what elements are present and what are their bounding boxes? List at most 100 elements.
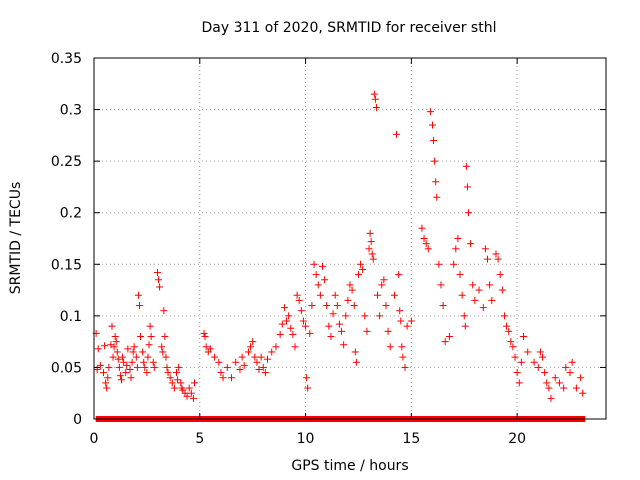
data-point bbox=[249, 338, 257, 346]
data-point bbox=[407, 317, 415, 325]
data-point bbox=[461, 322, 469, 330]
data-point bbox=[445, 332, 453, 340]
data-point bbox=[100, 369, 108, 377]
data-point bbox=[365, 245, 373, 253]
data-point bbox=[314, 281, 322, 289]
data-point bbox=[579, 389, 587, 397]
data-point bbox=[398, 343, 406, 351]
data-point bbox=[517, 358, 525, 366]
data-point bbox=[133, 363, 141, 371]
data-point bbox=[318, 262, 326, 270]
data-point bbox=[340, 341, 348, 349]
data-point bbox=[437, 281, 445, 289]
data-point bbox=[374, 291, 382, 299]
data-point bbox=[103, 384, 111, 392]
data-point bbox=[372, 104, 380, 112]
data-point bbox=[338, 327, 346, 335]
y-axis-label: SRMTID / TECUs bbox=[8, 182, 24, 295]
data-point bbox=[369, 255, 377, 263]
data-point bbox=[424, 245, 432, 253]
data-point bbox=[431, 157, 439, 165]
data-point bbox=[397, 317, 405, 325]
data-point bbox=[524, 348, 532, 356]
data-point bbox=[475, 286, 483, 294]
data-point bbox=[551, 374, 559, 382]
data-point bbox=[159, 348, 167, 356]
data-point bbox=[534, 363, 542, 371]
data-point bbox=[505, 327, 513, 335]
data-point bbox=[156, 283, 164, 291]
data-point bbox=[295, 296, 303, 304]
data-point bbox=[174, 376, 182, 384]
data-point bbox=[560, 384, 568, 392]
data-point bbox=[236, 365, 244, 373]
data-point bbox=[530, 358, 538, 366]
data-point bbox=[367, 238, 375, 246]
data-point bbox=[310, 260, 318, 268]
data-point bbox=[432, 178, 440, 186]
data-point bbox=[577, 374, 585, 382]
data-point bbox=[312, 271, 320, 279]
data-point bbox=[462, 162, 470, 170]
data-point bbox=[568, 358, 576, 366]
data-point bbox=[109, 353, 117, 361]
data-point bbox=[140, 358, 148, 366]
data-point bbox=[291, 343, 299, 351]
data-point bbox=[541, 369, 549, 377]
data-point bbox=[371, 95, 379, 103]
data-point bbox=[232, 358, 240, 366]
data-point bbox=[515, 379, 523, 387]
data-point bbox=[498, 286, 506, 294]
data-point bbox=[259, 363, 267, 371]
data-point bbox=[467, 240, 475, 248]
data-point bbox=[164, 369, 172, 377]
data-point bbox=[331, 291, 339, 299]
data-point bbox=[299, 317, 307, 325]
data-point bbox=[134, 291, 142, 299]
data-point bbox=[285, 312, 293, 320]
y-tick-label: 0.25 bbox=[51, 154, 82, 170]
data-point bbox=[96, 361, 104, 369]
data-point bbox=[143, 369, 151, 377]
data-point bbox=[471, 296, 479, 304]
data-point bbox=[263, 355, 271, 363]
data-point bbox=[401, 363, 409, 371]
data-point bbox=[426, 108, 434, 116]
data-point bbox=[201, 332, 209, 340]
data-point bbox=[346, 281, 354, 289]
data-point bbox=[173, 369, 181, 377]
data-point bbox=[370, 90, 378, 98]
data-point bbox=[211, 353, 219, 361]
data-point bbox=[175, 363, 183, 371]
data-point bbox=[308, 302, 316, 310]
plot-frame bbox=[93, 57, 607, 420]
data-point bbox=[122, 369, 130, 377]
x-tick-label: 20 bbox=[508, 431, 526, 447]
data-point bbox=[112, 338, 120, 346]
data-point bbox=[454, 235, 462, 242]
data-point bbox=[108, 322, 116, 330]
data-point bbox=[463, 183, 471, 191]
data-point bbox=[244, 348, 252, 356]
data-point bbox=[257, 353, 265, 361]
data-point bbox=[500, 312, 508, 320]
x-tick-label: 5 bbox=[195, 431, 204, 447]
data-point bbox=[141, 363, 149, 371]
x-tick-label: 15 bbox=[402, 431, 420, 447]
grid-lines bbox=[94, 58, 606, 419]
data-point bbox=[161, 332, 169, 340]
data-point bbox=[124, 345, 132, 353]
y-tick-label: 0.3 bbox=[60, 103, 82, 119]
data-point bbox=[155, 276, 163, 284]
data-point bbox=[127, 374, 135, 382]
data-point bbox=[293, 291, 301, 299]
data-point bbox=[251, 353, 259, 361]
data-point bbox=[439, 302, 447, 310]
data-point bbox=[494, 255, 502, 263]
data-point bbox=[189, 394, 197, 402]
data-point bbox=[135, 302, 143, 310]
data-point bbox=[240, 361, 248, 369]
data-point bbox=[130, 343, 138, 351]
data-point bbox=[469, 281, 477, 289]
data-point bbox=[366, 229, 374, 237]
